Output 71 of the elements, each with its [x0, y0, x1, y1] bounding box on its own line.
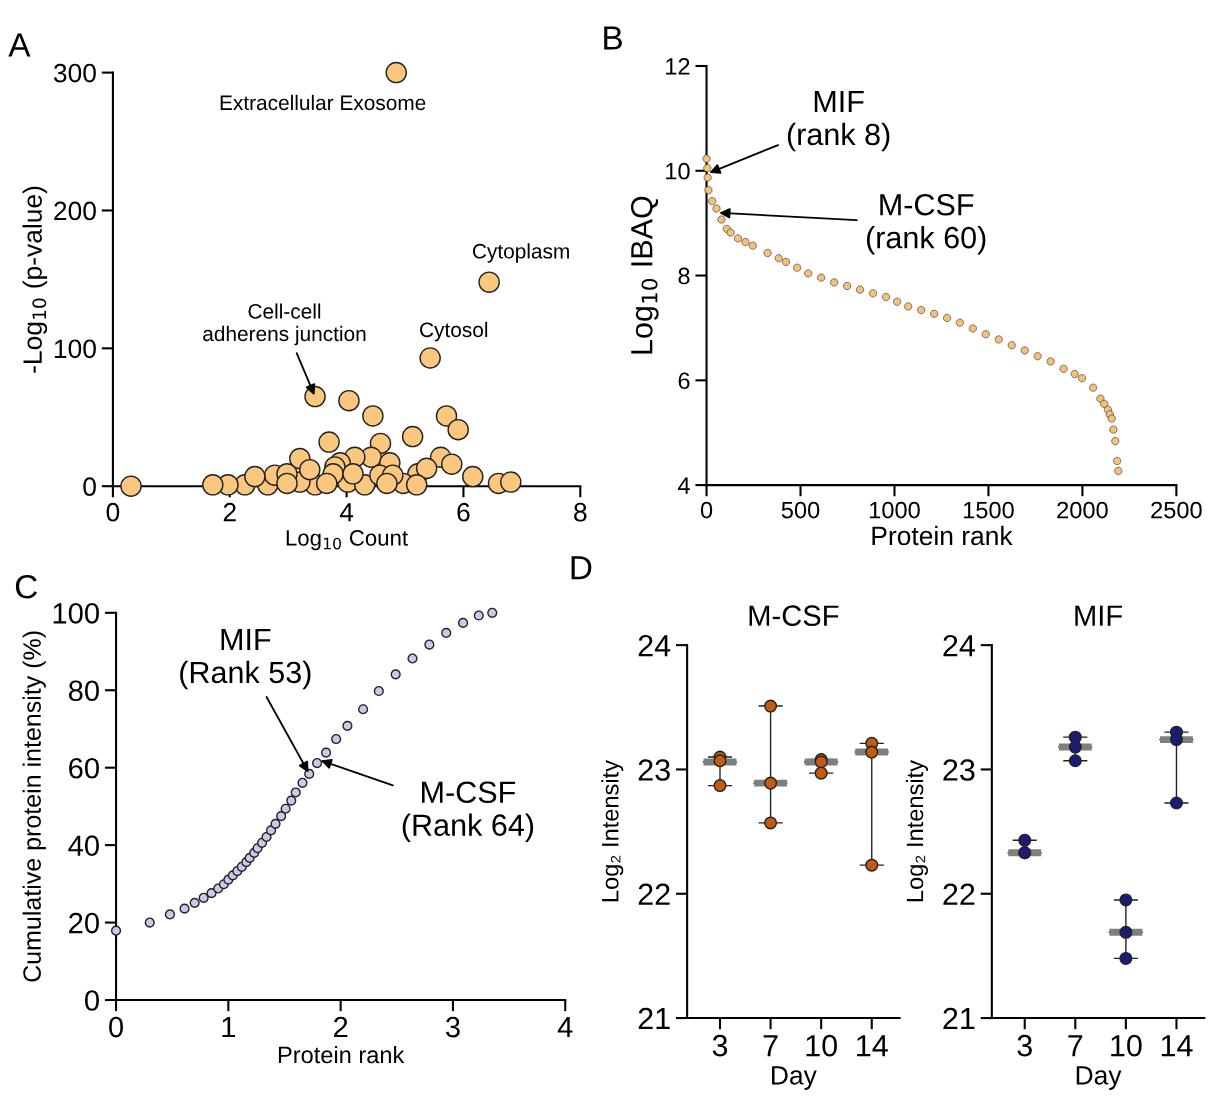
y-tick-label: 40 [68, 835, 99, 856]
x-tick-label: 4 [557, 1017, 573, 1038]
x-tick-label: 0 [109, 1016, 124, 1038]
text: D [571, 556, 592, 580]
text: B [604, 26, 622, 50]
y-axis-title: -Log$_{10}$ (p-value) [22, 186, 48, 373]
x-tick-label: 7 [1068, 1035, 1083, 1057]
x-tick-label: 3 [712, 1034, 728, 1057]
x-axis-title: Protein rank [872, 525, 1013, 546]
x-axis-title: Protein rank [278, 1045, 405, 1064]
x-tick-label: 2000 [1057, 501, 1108, 519]
y-tick-label: 22 [943, 883, 975, 905]
y-tick-label: 23 [943, 759, 975, 781]
y-axis-title: Cumulative protein intensity (%) [22, 631, 46, 982]
annotation: M-CSF (rank 60) [866, 193, 986, 255]
y-tick-label: 6 [678, 372, 690, 390]
x-tick-label: 2 [334, 1016, 348, 1038]
x-tick-label: 14 [1161, 1035, 1193, 1057]
y-tick-label: 21 [943, 1007, 975, 1030]
annotation: MIF (rank 8) [787, 91, 890, 152]
y-tick-label: 12 [666, 58, 690, 75]
x-tick-label: 6 [457, 502, 470, 522]
x-axis-title: Day [772, 1066, 817, 1090]
annotation: MIF (Rank 53) [180, 629, 311, 690]
y-tick-label: 60 [69, 757, 99, 779]
y-tick-label: 23 [638, 759, 670, 781]
x-tick-label: 10 [1111, 1034, 1142, 1057]
annotation: Cell-cell adherens junction [203, 303, 366, 346]
y-tick-label: 21 [638, 1007, 670, 1030]
chart-title: MIF [1075, 605, 1122, 626]
y-tick-label: 8 [678, 267, 690, 285]
y-tick-label: 0 [83, 477, 96, 497]
x-tick-label: 4 [339, 503, 354, 522]
chart-title: M-CSF [749, 605, 839, 626]
x-tick-label: 3 [1017, 1034, 1032, 1057]
annotation: Cytoplasm [472, 243, 569, 263]
x-tick-label: 0 [106, 502, 120, 522]
text: A [8, 33, 31, 57]
x-tick-label: 8 [574, 502, 587, 522]
y-tick-label: 24 [638, 634, 671, 657]
y-tick-label: 80 [68, 680, 99, 702]
y-tick-label: 100 [53, 603, 99, 624]
x-tick-label: 2500 [1151, 501, 1202, 519]
y-axis-title: Log$_{10}$ IBAQ [630, 196, 659, 354]
x-tick-label: 1000 [870, 501, 920, 519]
y-axis-title: Log₂ Intensity [905, 760, 928, 902]
y-axis-title: Log₂ Intensity [601, 760, 624, 902]
x-tick-label: 2 [223, 502, 236, 522]
annotation: Extracellular Exosome [220, 94, 426, 111]
annotation: M-CSF (Rank 64) [402, 781, 534, 843]
y-tick-label: 10 [666, 162, 690, 180]
x-tick-label: 0 [700, 501, 713, 519]
x-tick-label: 1 [222, 1017, 236, 1038]
x-tick-label: 500 [781, 501, 820, 519]
y-tick-label: 0 [85, 990, 99, 1011]
y-tick-label: 300 [53, 63, 96, 83]
x-tick-label: 1500 [963, 501, 1014, 519]
annotation: Cytosol [420, 321, 488, 342]
y-tick-label: 4 [677, 477, 690, 494]
y-tick-label: 24 [943, 634, 975, 657]
x-tick-label: 10 [806, 1034, 837, 1057]
y-tick-label: 100 [54, 339, 96, 359]
y-tick-label: 22 [638, 883, 670, 905]
y-tick-label: 200 [54, 201, 96, 221]
x-axis-title: Log$_{10}$ Count [286, 530, 408, 551]
x-tick-label: 14 [857, 1035, 888, 1057]
x-axis-title: Day [1076, 1066, 1122, 1090]
x-tick-label: 7 [763, 1035, 778, 1057]
text: C [15, 574, 37, 599]
y-tick-label: 20 [69, 912, 99, 934]
x-tick-label: 3 [445, 1016, 460, 1038]
